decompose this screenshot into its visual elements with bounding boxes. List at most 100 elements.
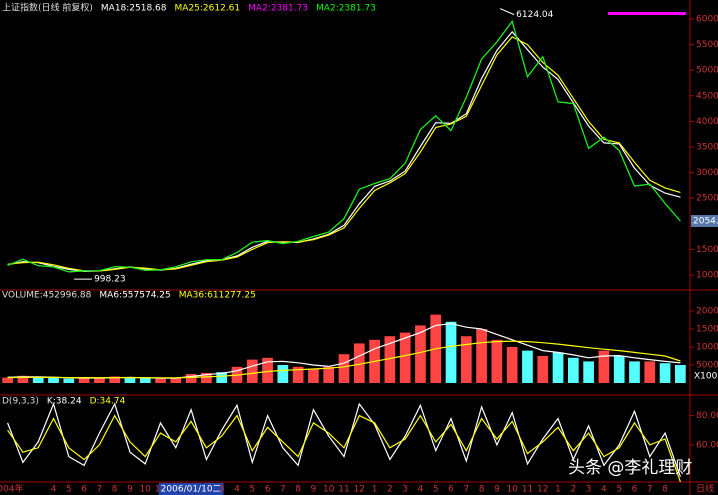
volume-bar bbox=[522, 350, 533, 383]
x-tick-label: 4 bbox=[51, 485, 57, 495]
volume-bar bbox=[460, 336, 472, 383]
y-tick-label: 5000 bbox=[696, 66, 718, 76]
y-tick-label: 5500 bbox=[696, 40, 718, 50]
x-tick-label: 5 bbox=[616, 485, 622, 495]
high-marker bbox=[499, 8, 515, 16]
volume-bar bbox=[139, 378, 151, 383]
series-line bbox=[7, 19, 681, 273]
x-tick-label: 4 bbox=[601, 485, 607, 495]
x-tick-label: 2 bbox=[387, 485, 393, 495]
y-tick-label: 4500 bbox=[696, 91, 718, 101]
high-label: 6124.04 bbox=[516, 10, 553, 20]
volume-bar bbox=[246, 359, 258, 383]
x-tick-label: 5 bbox=[66, 485, 72, 495]
last-price-label: 2054.4 bbox=[693, 217, 718, 227]
x-tick-label: 7 bbox=[463, 485, 469, 495]
watermark: 头条 @李礼理财 bbox=[568, 458, 692, 478]
x-tick-label: 12 bbox=[537, 485, 548, 495]
y-tick-label: 10000 bbox=[696, 343, 718, 353]
x-tick-label: 8 bbox=[112, 485, 118, 495]
x-tick-label: 10 bbox=[323, 485, 335, 495]
x-tick-label: 6 bbox=[632, 485, 638, 495]
x-tick-label: 11 bbox=[522, 485, 533, 495]
volume-bar bbox=[109, 376, 121, 383]
x-tick-label: 12 bbox=[354, 485, 365, 495]
x-tick-label: 3 bbox=[219, 485, 225, 495]
x-tick-label: 4 bbox=[418, 485, 424, 495]
legend-entry: MA18:2518.68 bbox=[101, 4, 167, 14]
y-tick-label: 3000 bbox=[696, 168, 718, 178]
series-line bbox=[7, 414, 681, 483]
y-tick-label: 6000 bbox=[696, 14, 718, 24]
period-label: 日线 bbox=[696, 483, 714, 495]
legend-entry: MA6:557574.25 bbox=[99, 291, 170, 301]
legend-entry: D:34.74 bbox=[90, 397, 126, 407]
series-line bbox=[7, 340, 681, 379]
volume-bar bbox=[78, 377, 90, 383]
last-price-box bbox=[691, 215, 718, 228]
legend-entry: MA2:2381.73 bbox=[248, 4, 308, 14]
x-tick-label: 6 bbox=[448, 485, 454, 495]
x-tick-label: 5 bbox=[433, 485, 439, 495]
volume-bar bbox=[185, 374, 197, 383]
y-tick-label: 1000 bbox=[696, 270, 718, 280]
legend-entry: MA36:611277.25 bbox=[179, 291, 256, 301]
x-tick-label: 11 bbox=[338, 485, 349, 495]
volume-bar bbox=[583, 361, 594, 383]
x-tick-label: 1 bbox=[372, 485, 378, 495]
volume-bar bbox=[2, 377, 13, 383]
x-tick-label: 6 bbox=[265, 485, 271, 495]
volume-bar bbox=[644, 361, 656, 383]
series-line bbox=[7, 19, 681, 273]
y-tick-label: 3500 bbox=[696, 142, 718, 152]
x-tick-label: 7 bbox=[280, 485, 286, 495]
volume-bar bbox=[552, 352, 564, 383]
series-line bbox=[7, 30, 681, 273]
y-tick-label: 1500 bbox=[696, 245, 718, 255]
volume-bar bbox=[308, 368, 319, 383]
volume-bar bbox=[323, 366, 335, 383]
volume-bar bbox=[17, 375, 29, 383]
volume-bar bbox=[170, 377, 182, 383]
y-tick-label: 5000 bbox=[696, 361, 718, 371]
x-tick-label: 10 bbox=[506, 485, 518, 495]
volume-bar bbox=[415, 325, 426, 383]
series-line bbox=[7, 36, 681, 272]
series-line bbox=[7, 402, 681, 477]
x-tick-label: 9 bbox=[311, 485, 317, 495]
volume-unit: X1000 bbox=[694, 372, 718, 382]
x-tick-label: 5 bbox=[249, 485, 255, 495]
x-tick-label: 2 bbox=[570, 485, 576, 495]
x-tick-label: 2006/01/10二 bbox=[161, 485, 222, 495]
x-tick-label: 4 bbox=[234, 485, 240, 495]
y-tick-label: 20000 bbox=[696, 307, 718, 317]
y-tick-label: 15000 bbox=[696, 325, 718, 335]
y-tick-label: 80.00 bbox=[696, 411, 718, 421]
legend-entry: MA2:2381.73 bbox=[316, 4, 376, 14]
x-tick-label: 8 bbox=[662, 485, 668, 495]
x-tick-label: 1 bbox=[555, 485, 561, 495]
volume-bar bbox=[94, 378, 105, 383]
panel-title: VOLUME:452996.88 bbox=[2, 291, 92, 301]
toolbar-bar bbox=[608, 12, 686, 15]
x-tick-label: 7 bbox=[97, 485, 103, 495]
x-tick-label: 9 bbox=[494, 485, 500, 495]
volume-bar bbox=[491, 339, 503, 383]
panel-title: 上证指数(日线 前复权) bbox=[2, 2, 93, 14]
x-tick-label: 3 bbox=[402, 485, 408, 495]
x-tick-label: 8 bbox=[479, 485, 485, 495]
y-tick-label: 60.00 bbox=[696, 440, 718, 450]
volume-bar bbox=[201, 372, 212, 383]
volume-bar bbox=[338, 354, 350, 383]
volume-bar bbox=[476, 329, 487, 383]
volume-bar bbox=[537, 356, 549, 383]
x-tick-label: 8 bbox=[295, 485, 301, 495]
volume-bar bbox=[48, 377, 59, 383]
volume-bar bbox=[277, 365, 289, 383]
legend-entry: K:38.24 bbox=[47, 397, 82, 407]
x-tick-label: 10 bbox=[140, 485, 152, 495]
low-label: 998.23 bbox=[94, 275, 126, 285]
volume-bar bbox=[506, 347, 518, 383]
volume-bar bbox=[292, 366, 304, 383]
volume-bar bbox=[63, 378, 75, 383]
